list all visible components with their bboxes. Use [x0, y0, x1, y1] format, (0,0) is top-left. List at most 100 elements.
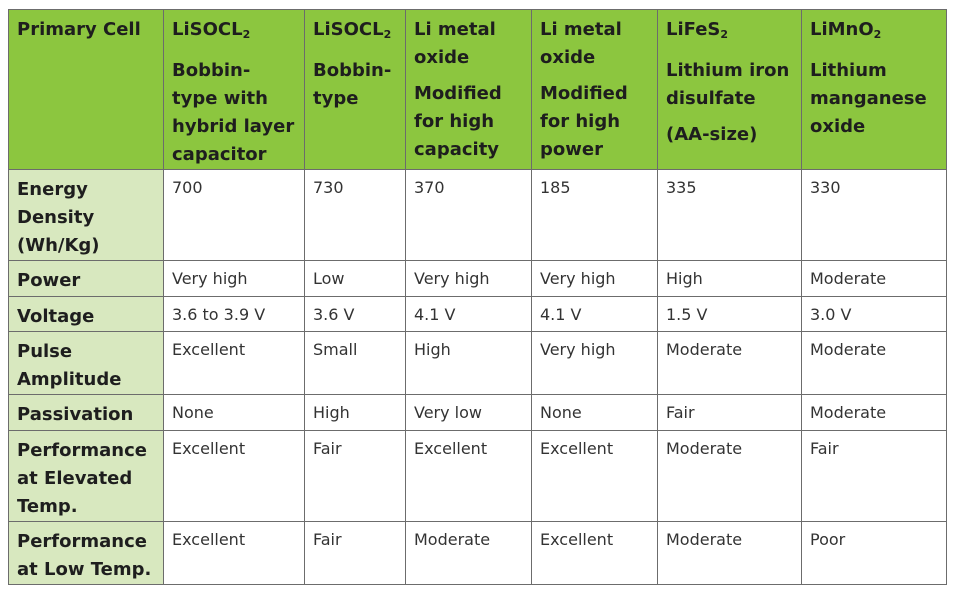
table-cell: Moderate [801, 331, 947, 395]
header-col-1-line: hybrid layer [172, 116, 295, 137]
header-col-5-desc: Lithium iron disulfate [666, 57, 795, 113]
header-col-2-line: Bobbin- [313, 60, 392, 81]
header-col-5-subscript: 2 [720, 28, 729, 41]
header-col-3-line: capacity [414, 139, 500, 160]
header-col-3: Li metal oxide Modified for high capacit… [405, 9, 532, 170]
header-col-3-name-2: oxide [414, 47, 470, 68]
header-col-2-line: type [313, 88, 359, 109]
table-cell: 335 [657, 169, 802, 261]
header-col-5: LiFeS2 Lithium iron disulfate (AA-size) [657, 9, 802, 170]
table-cell: Moderate [657, 331, 802, 395]
header-col-6: LiMnO2 Lithium manganese oxide [801, 9, 947, 170]
table-cell: Excellent [163, 430, 305, 522]
header-row: Primary Cell LiSOCL2 Bobbin- type with h… [8, 9, 947, 170]
table-cell: Excellent [531, 521, 658, 585]
table-row-voltage: Voltage 3.6 to 3.9 V 3.6 V 4.1 V 4.1 V 1… [8, 296, 947, 332]
table-cell: Moderate [657, 430, 802, 522]
row-label-line: Performance [17, 440, 147, 461]
row-label-energy-density: Energy Density (Wh/Kg) [8, 169, 164, 261]
row-label-voltage: Voltage [8, 296, 164, 332]
header-col-1: LiSOCL2 Bobbin- type with hybrid layer c… [163, 9, 305, 170]
header-col-5-line: Lithium iron [666, 60, 790, 81]
row-label-line: Temp. [17, 496, 78, 517]
header-col-2: LiSOCL2 Bobbin- type [304, 9, 406, 170]
header-col-1-subscript: 2 [242, 28, 251, 41]
row-label-passivation: Passivation [8, 394, 164, 431]
header-col-6-subscript: 2 [873, 28, 882, 41]
table-row-passivation: Passivation None High Very low None Fair… [8, 394, 947, 431]
table-cell: Low [304, 260, 406, 297]
table-cell: Small [304, 331, 406, 395]
row-label-line: Pulse [17, 341, 73, 362]
header-col-6-line: manganese [810, 88, 927, 109]
table-cell: Fair [304, 521, 406, 585]
row-label-performance-low-temp: Performance at Low Temp. [8, 521, 164, 585]
table-row-pulse-amplitude: Pulse Amplitude Excellent Small High Ver… [8, 331, 947, 395]
header-col-6-line: oxide [810, 116, 866, 137]
row-label-performance-elevated-temp: Performance at Elevated Temp. [8, 430, 164, 522]
table-row-performance-elevated-temp: Performance at Elevated Temp. Excellent … [8, 430, 947, 522]
table-cell: High [304, 394, 406, 431]
table-cell: 370 [405, 169, 532, 261]
header-col-6-line: Lithium [810, 60, 887, 81]
comparison-table: Primary Cell LiSOCL2 Bobbin- type with h… [8, 9, 947, 585]
header-col-2-name: LiSOCL [313, 19, 384, 40]
table-cell: High [657, 260, 802, 297]
table-cell: Very high [531, 260, 658, 297]
header-col-3-desc: Modified for high capacity [414, 80, 525, 164]
row-label-power: Power [8, 260, 164, 297]
table-cell: Moderate [657, 521, 802, 585]
row-label-line: at Low Temp. [17, 559, 152, 580]
row-label-pulse-amplitude: Pulse Amplitude [8, 331, 164, 395]
table-cell: None [531, 394, 658, 431]
header-col-6-name: LiMnO [810, 19, 874, 40]
table-cell: Excellent [163, 521, 305, 585]
table-cell: Very low [405, 394, 532, 431]
table-cell: Fair [657, 394, 802, 431]
header-col-2-desc: Bobbin- type [313, 57, 399, 113]
header-col-4-name: Li metal [540, 19, 622, 40]
table-cell: None [163, 394, 305, 431]
header-col-3-line: Modified [414, 83, 502, 104]
header-col-5-name: LiFeS [666, 19, 721, 40]
header-col-4-line: Modified [540, 83, 628, 104]
header-col-4-desc: Modified for high power [540, 80, 651, 164]
table-row-performance-low-temp: Performance at Low Temp. Excellent Fair … [8, 521, 947, 585]
header-col-3-line: for high [414, 111, 495, 132]
row-label-line: Performance [17, 531, 147, 552]
row-label-line: (Wh/Kg) [17, 235, 100, 256]
header-col-1-desc: Bobbin- type with hybrid layer capacitor [172, 57, 298, 169]
table-cell: Very high [531, 331, 658, 395]
header-col-1-line: type with [172, 88, 268, 109]
table-cell: 3.6 to 3.9 V [163, 296, 305, 332]
row-label-line: Energy [17, 179, 88, 200]
table-cell: 4.1 V [405, 296, 532, 332]
table-cell: Excellent [531, 430, 658, 522]
table-cell: Moderate [801, 394, 947, 431]
table-cell: 3.0 V [801, 296, 947, 332]
row-label-line: at Elevated [17, 468, 133, 489]
header-col-2-subscript: 2 [383, 28, 392, 41]
header-primary-cell: Primary Cell [8, 9, 164, 170]
table-cell: 330 [801, 169, 947, 261]
table-cell: Very high [163, 260, 305, 297]
table-cell: Poor [801, 521, 947, 585]
table-cell: High [405, 331, 532, 395]
table-cell: Excellent [405, 430, 532, 522]
header-col-1-name: LiSOCL [172, 19, 243, 40]
header-col-6-desc: Lithium manganese oxide [810, 57, 940, 141]
header-col-5-extra: (AA-size) [666, 124, 758, 145]
table-cell: Excellent [163, 331, 305, 395]
table-cell: 185 [531, 169, 658, 261]
table-cell: Fair [801, 430, 947, 522]
table-cell: 700 [163, 169, 305, 261]
header-col-3-name: Li metal [414, 19, 496, 40]
header-col-5-line: disulfate [666, 88, 756, 109]
table-cell: 3.6 V [304, 296, 406, 332]
header-col-4-name-2: oxide [540, 47, 596, 68]
table-cell: Moderate [801, 260, 947, 297]
header-col-4-line: for high [540, 111, 621, 132]
table-cell: 4.1 V [531, 296, 658, 332]
table-cell: 730 [304, 169, 406, 261]
table-row-energy-density: Energy Density (Wh/Kg) 700 730 370 185 3… [8, 169, 947, 261]
